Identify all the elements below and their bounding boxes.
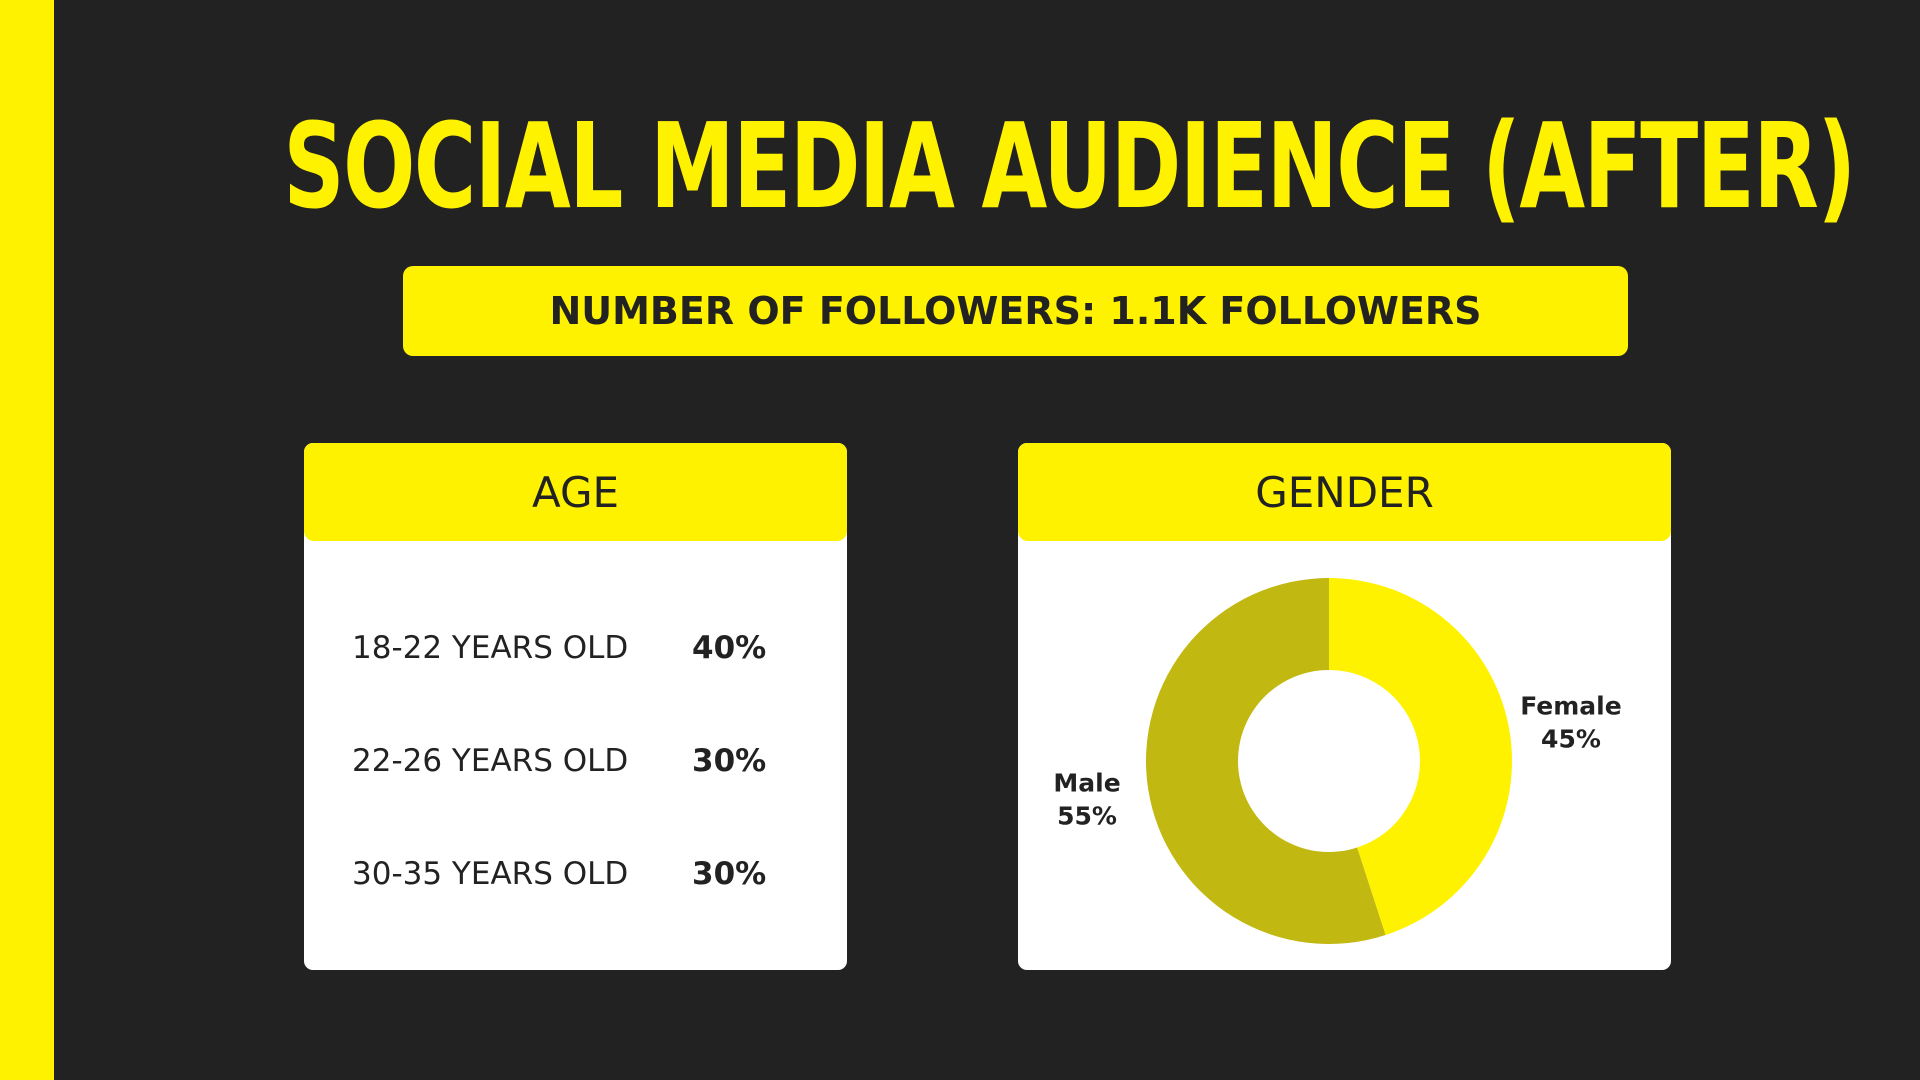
age-row-value: 30% (692, 743, 767, 779)
followers-text: NUMBER OF FOLLOWERS: 1.1K FOLLOWERS (549, 289, 1482, 333)
donut-slice-female (1329, 578, 1512, 936)
slice-name-label: Female (1520, 692, 1621, 721)
age-card-header: AGE (304, 443, 847, 541)
age-row-value: 30% (692, 856, 767, 892)
age-row-label: 18-22 YEARS OLD (352, 630, 629, 666)
slice-value-label: 55% (1057, 801, 1117, 830)
age-row-label: 22-26 YEARS OLD (352, 743, 629, 779)
age-card: AGE 18-22 YEARS OLD 40% 22-26 YEARS OLD … (301, 440, 850, 973)
age-row-label: 30-35 YEARS OLD (352, 856, 629, 892)
slice-name-label: Male (1053, 768, 1120, 797)
age-row: 30-35 YEARS OLD 30% (304, 849, 847, 899)
gender-heading: GENDER (1255, 467, 1434, 517)
donut-slice-male (1145, 578, 1386, 944)
left-accent-bar (0, 0, 54, 1080)
age-row: 22-26 YEARS OLD 30% (304, 736, 847, 786)
gender-donut-chart: Female 45% Male 55% (1053, 578, 1622, 944)
slice-value-label: 45% (1541, 725, 1601, 754)
page-title: SOCIAL MEDIA AUDIENCE (AFTER) (283, 97, 1856, 235)
age-row-value: 40% (692, 630, 767, 666)
gender-card-header: GENDER (1018, 443, 1671, 541)
age-heading: AGE (531, 467, 620, 517)
age-row: 18-22 YEARS OLD 40% (304, 623, 847, 673)
gender-card: GENDER Female 45% Male 55% (1015, 440, 1674, 973)
followers-banner: NUMBER OF FOLLOWERS: 1.1K FOLLOWERS (403, 266, 1628, 356)
